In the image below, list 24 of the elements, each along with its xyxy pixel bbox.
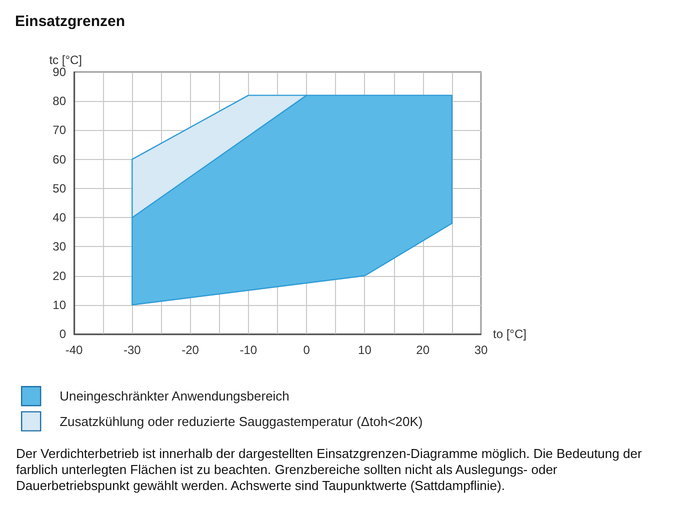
text: Der Verdichterbetrieb ist innerhalb der dargestellten Einsatzgrenzen-Diagramme möglich. Die Bedeutung der farblich unterlegten Flächen ist zu beachten. Grenzbereiche sollten nicht als Auslegungs- oder Dauerbetriebspunkt gewählt werden. Achswerte sind Taupunktwerte (Sattdampflinie). (16, 446, 643, 494)
x-tick-label: 0 (303, 343, 310, 357)
y-tick-label: 20 (52, 268, 66, 283)
x-tick-label: -10 (240, 343, 258, 357)
legend-label: Zusatzkühlung oder reduzierte Sauggastemperatur (Δtoh<20K) (60, 414, 423, 429)
legend-label: Uneingeschränkter Anwendungsbereich (60, 388, 290, 404)
y-tick-label: 30 (52, 240, 66, 254)
y-tick-label: 0 (59, 327, 66, 341)
y-tick-label: 90 (52, 65, 66, 79)
x-tick-label: 30 (474, 343, 488, 357)
x-axis-title: to [°C] (493, 327, 526, 341)
x-tick-label: -20 (182, 343, 200, 357)
chart-title: Einsatzgrenzen (15, 13, 126, 30)
y-tick-label: 50 (52, 181, 66, 196)
x-tick-label: -30 (123, 343, 142, 357)
x-tick-label: 10 (358, 343, 372, 357)
y-axis-title: tc [°C] (49, 53, 82, 67)
y-tick-label: 10 (52, 298, 66, 312)
y-tick-label: 80 (52, 94, 66, 108)
x-tick-label: -40 (65, 343, 83, 357)
y-tick-label: 70 (52, 123, 66, 138)
x-tick-label: 20 (416, 343, 430, 357)
y-tick-label: 60 (52, 152, 66, 166)
y-tick-label: 40 (52, 210, 66, 225)
